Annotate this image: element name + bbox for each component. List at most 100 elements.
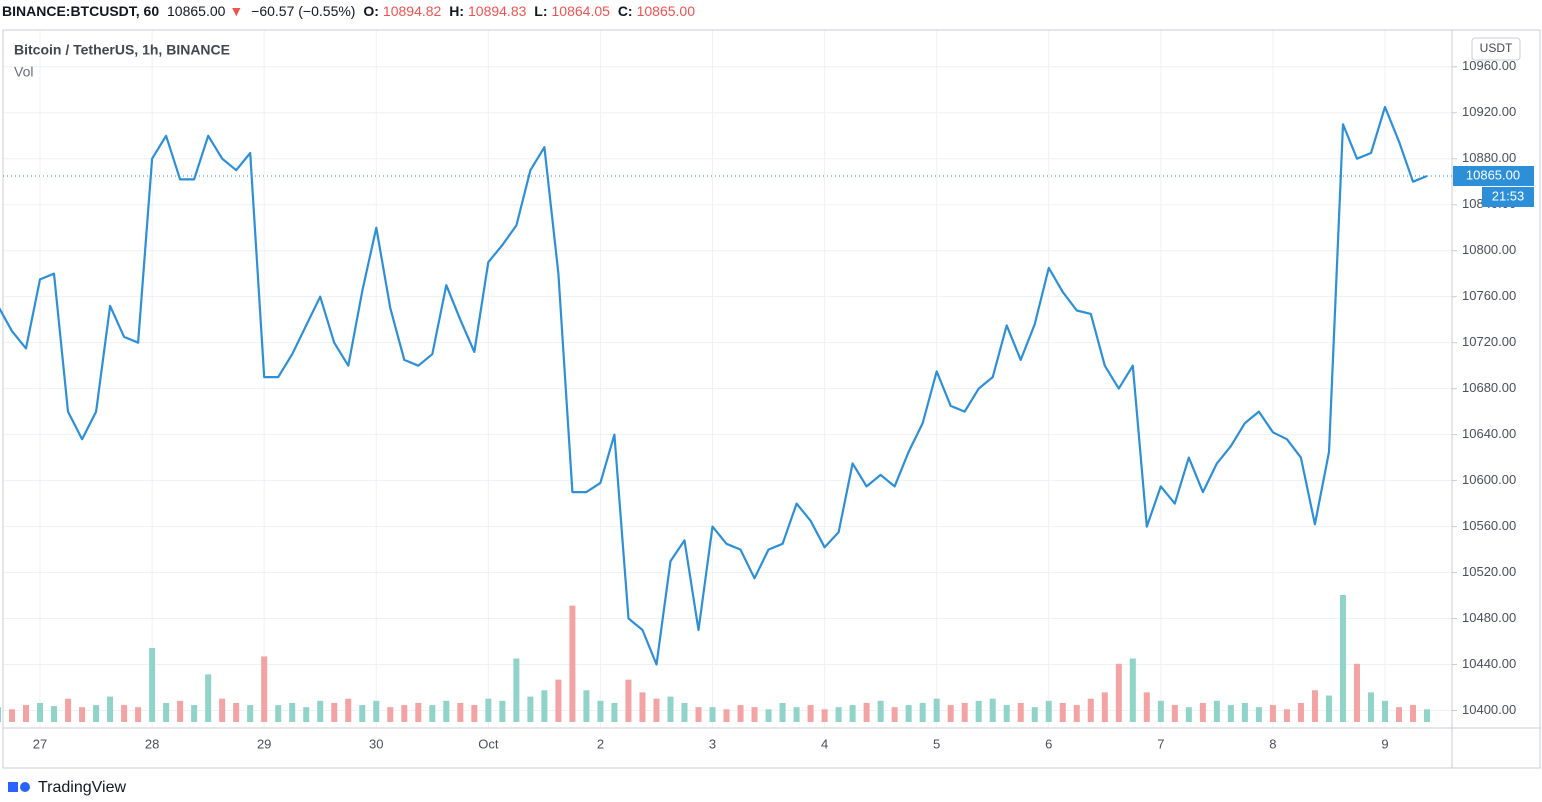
volume-bar — [513, 658, 520, 722]
currency: USDT — [1480, 41, 1513, 55]
countdown-box — [1482, 186, 1534, 207]
volume-bar — [429, 705, 436, 722]
volume-bar — [891, 707, 898, 722]
volume-bar — [331, 702, 338, 722]
x-tick-label: 2 — [597, 736, 604, 751]
volume-bar — [401, 705, 408, 722]
change: −60.57 (−0.55%) — [251, 3, 356, 19]
volume-bar — [1241, 702, 1248, 722]
volume-bar — [471, 705, 478, 722]
volume-bar — [205, 674, 212, 722]
volume-bar — [177, 700, 184, 722]
volume-bar — [583, 690, 590, 722]
y-tick-label: 10400.00 — [1462, 702, 1516, 717]
volume-bar — [499, 700, 506, 722]
x-tick-label: 9 — [1381, 736, 1388, 751]
volume-bar — [1424, 709, 1431, 722]
arrow: ▼ — [229, 3, 244, 19]
price: 10865.00 — [167, 3, 226, 19]
x-tick-label: 4 — [821, 736, 828, 751]
volume-bar — [37, 702, 44, 722]
y-tick-label: 10920.00 — [1462, 104, 1516, 119]
x-tick-label: 6 — [1045, 736, 1052, 751]
volume-bar — [709, 707, 716, 722]
price-line — [0, 105, 1428, 666]
volume-bar — [1367, 692, 1374, 722]
volume-bar — [779, 702, 786, 722]
y-tick-label: 10680.00 — [1462, 380, 1516, 395]
volume-bar — [527, 696, 534, 722]
volume-bar — [1073, 705, 1080, 722]
series — [0, 105, 1452, 666]
volume-bar — [863, 702, 870, 722]
volume-bar — [989, 698, 996, 722]
y-tick-label: 10560.00 — [1462, 518, 1516, 533]
volume-bar — [905, 705, 912, 722]
volume-bar — [163, 702, 170, 722]
volume-bar — [1199, 702, 1206, 722]
currency-box[interactable] — [1471, 37, 1521, 61]
volume-bar — [849, 705, 856, 722]
ohlc-value: 10864.05 — [551, 3, 610, 19]
y-tick-label: 10600.00 — [1462, 472, 1516, 487]
volume-bar — [149, 647, 156, 722]
volume-bar — [485, 698, 492, 722]
price-axis — [1451, 29, 1541, 769]
volume-bar — [611, 702, 618, 722]
volume-bar — [1031, 707, 1038, 722]
volume-bar — [1255, 707, 1262, 722]
x-tick-label: 5 — [933, 736, 940, 751]
volume-bar — [1059, 702, 1066, 722]
volume-bar — [1171, 705, 1178, 722]
volume-bar — [457, 702, 464, 722]
volume-bar — [639, 692, 646, 722]
volume-bar — [1353, 663, 1360, 722]
volume-bar — [0, 707, 1, 722]
volume-bar — [961, 702, 968, 722]
volume-bar — [1129, 658, 1136, 722]
plot-border — [2, 29, 1453, 769]
volume-label: Vol — [14, 64, 33, 80]
logo — [8, 782, 30, 792]
volume-bar — [1311, 690, 1318, 722]
volume-bar — [1045, 700, 1052, 722]
volume-bar — [555, 679, 562, 722]
volume-bar — [793, 707, 800, 722]
volume-bar — [821, 709, 828, 722]
volume-bar — [1269, 705, 1276, 722]
grid — [3, 30, 1452, 728]
volume-bar — [947, 705, 954, 722]
volume-bar — [765, 709, 772, 722]
volume-bar — [625, 679, 632, 722]
volume-bar — [289, 702, 296, 722]
volume-bar — [1325, 695, 1332, 722]
y-tick-label: 10720.00 — [1462, 334, 1516, 349]
volume — [0, 595, 1431, 722]
x-tick-label: 7 — [1157, 736, 1164, 751]
volume-bar — [723, 709, 730, 722]
volume-bar — [359, 705, 366, 722]
volume-bar — [653, 698, 660, 722]
ohlc-value: 10865.00 — [636, 3, 695, 19]
volume-bar — [247, 705, 254, 722]
volume-bar — [933, 698, 940, 722]
y-tick-label: 10960.00 — [1462, 58, 1516, 73]
volume-bar — [975, 700, 982, 722]
volume-bar — [373, 700, 380, 722]
volume-bar — [275, 705, 282, 722]
volume-bar — [835, 707, 842, 722]
last-price-label: 10865.00 — [1466, 167, 1520, 182]
volume-bar — [597, 700, 604, 722]
volume-bar — [191, 705, 198, 722]
countdown: 21:53 — [1492, 188, 1525, 203]
volume-bar — [23, 705, 30, 722]
last-price-box — [1453, 165, 1534, 186]
volume-bar — [261, 656, 268, 722]
volume-bar — [317, 700, 324, 722]
volume-bar — [1087, 698, 1094, 722]
ohlc-value: 10894.83 — [468, 3, 527, 19]
volume-bar — [1396, 707, 1402, 722]
volume-bar — [1017, 702, 1024, 722]
